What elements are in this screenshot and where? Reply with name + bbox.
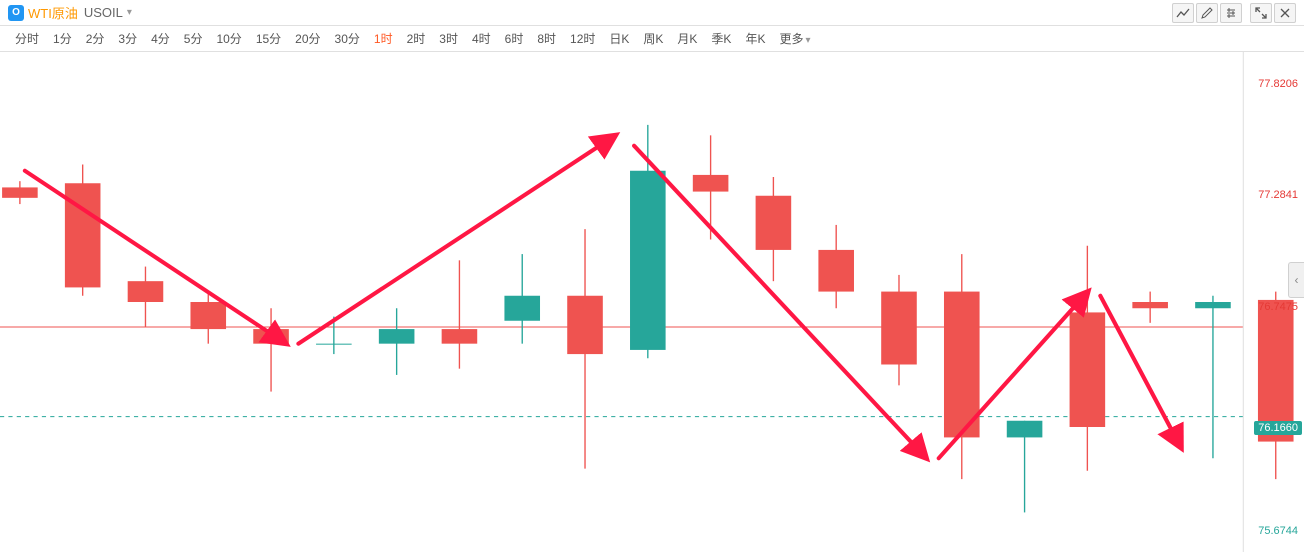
timeframe-12时[interactable]: 12时 <box>563 28 602 49</box>
price-axis-label: 75.6744 <box>1254 524 1302 538</box>
price-axis-label: 76.7475 <box>1254 300 1302 314</box>
timeframe-3时[interactable]: 3时 <box>432 28 465 49</box>
symbol-ticker: USOIL <box>84 5 123 20</box>
timeframe-30分[interactable]: 30分 <box>328 28 367 49</box>
timeframe-年K[interactable]: 年K <box>738 28 772 49</box>
timeframe-4时[interactable]: 4时 <box>465 28 498 49</box>
price-axis-label: 76.1660 <box>1254 421 1302 435</box>
timeframe-6时[interactable]: 6时 <box>498 28 531 49</box>
close-button[interactable] <box>1274 3 1296 23</box>
timeframe-周K[interactable]: 周K <box>636 28 670 49</box>
timeframe-10分[interactable]: 10分 <box>209 28 248 49</box>
timeframe-3分[interactable]: 3分 <box>111 28 144 49</box>
price-axis-label: 77.2841 <box>1254 188 1302 202</box>
timeframe-row: 分时1分2分3分4分5分10分15分20分30分1时2时3时4时6时8时12时日… <box>0 26 1304 52</box>
timeframe-1分[interactable]: 1分 <box>46 28 79 49</box>
timeframe-月K[interactable]: 月K <box>670 28 704 49</box>
timeframe-2时[interactable]: 2时 <box>400 28 433 49</box>
symbol-name[interactable]: WTI原油 <box>28 3 78 22</box>
candlestick-chart[interactable] <box>0 52 1304 552</box>
indicator-button[interactable] <box>1172 3 1194 23</box>
timeframe-季K[interactable]: 季K <box>704 28 738 49</box>
timeframe-4分[interactable]: 4分 <box>144 28 177 49</box>
timeframe-5分[interactable]: 5分 <box>177 28 210 49</box>
expand-panel-tab[interactable]: ‹ <box>1288 262 1304 298</box>
timeframe-更多[interactable]: 更多▾ <box>772 28 817 49</box>
timeframe-分时[interactable]: 分时 <box>8 28 46 49</box>
timeframe-8时[interactable]: 8时 <box>530 28 563 49</box>
timeframe-日K[interactable]: 日K <box>602 28 636 49</box>
symbol-dropdown-caret[interactable]: ▾ <box>127 7 132 18</box>
chart-header: O WTI原油 USOIL ▾ <box>0 0 1304 26</box>
timeframe-15分[interactable]: 15分 <box>249 28 288 49</box>
fullscreen-button[interactable] <box>1250 3 1272 23</box>
chart-area[interactable]: 77.8206 77.2841 76.7475 76.1660 75.6744 ‹ <box>0 52 1304 552</box>
timeframe-20分[interactable]: 20分 <box>288 28 327 49</box>
symbol-badge: O <box>8 5 24 21</box>
edit-button[interactable] <box>1196 3 1218 23</box>
adjust-button[interactable] <box>1220 3 1242 23</box>
timeframe-1时[interactable]: 1时 <box>367 28 400 49</box>
toolbar <box>1172 3 1296 23</box>
timeframe-2分[interactable]: 2分 <box>79 28 112 49</box>
price-axis-label: 77.8206 <box>1254 77 1302 91</box>
